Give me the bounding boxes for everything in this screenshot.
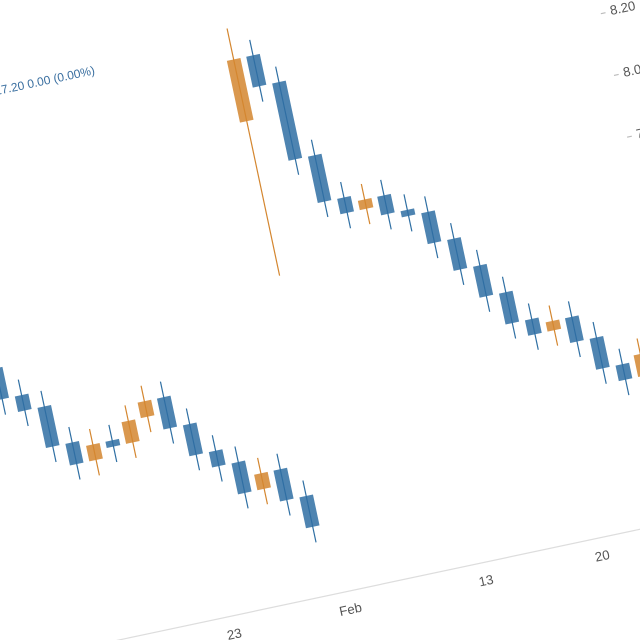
candle-body	[65, 440, 84, 466]
candle-body	[524, 317, 542, 336]
candle-body	[473, 263, 494, 298]
candle-body	[498, 290, 520, 325]
candle-body	[400, 208, 416, 218]
candle-body	[86, 443, 103, 462]
candle-wick	[0, 352, 7, 415]
candle-body	[633, 352, 640, 377]
x-tick-label: Feb	[338, 600, 363, 619]
y-tick-label: 8.00	[622, 60, 640, 80]
candle-body	[357, 198, 374, 211]
candle-body	[121, 419, 140, 444]
candle-body	[377, 193, 395, 216]
legend-line: NSE O17.20 H17.20 L17.20 C17.20 0.00 (0.…	[0, 63, 96, 131]
candle-body	[156, 395, 178, 430]
candle-body	[615, 362, 633, 382]
candle-body	[0, 366, 9, 401]
candle-body	[231, 460, 252, 495]
candle-body	[246, 53, 267, 88]
candle-body	[447, 237, 468, 271]
candle-body	[254, 471, 271, 491]
candle-body	[182, 422, 203, 457]
y-tick	[626, 135, 632, 138]
candle-body	[273, 467, 294, 502]
y-tick	[600, 12, 606, 15]
x-tick-label: 20	[594, 547, 611, 565]
candle-body	[272, 80, 303, 161]
candle-body	[545, 319, 562, 332]
candle-body	[14, 393, 32, 412]
candle-body	[564, 315, 584, 344]
y-tick	[613, 73, 619, 77]
candle-body	[307, 153, 332, 203]
candle-body	[226, 57, 254, 123]
candle-body	[208, 449, 226, 468]
x-axis	[0, 514, 640, 640]
candle-body	[421, 210, 442, 245]
candle-body	[37, 404, 60, 448]
candle-body	[589, 336, 610, 370]
y-tick-label: 8.20	[608, 0, 636, 18]
x-tick-label: 23	[226, 625, 243, 640]
candle-body	[105, 438, 121, 448]
x-tick-label: 13	[477, 572, 494, 590]
candle-body	[299, 494, 320, 529]
y-tick-label: 7.80	[635, 122, 640, 142]
candle-body	[337, 195, 354, 215]
candle-wick	[636, 338, 640, 392]
candle-body	[137, 399, 155, 419]
